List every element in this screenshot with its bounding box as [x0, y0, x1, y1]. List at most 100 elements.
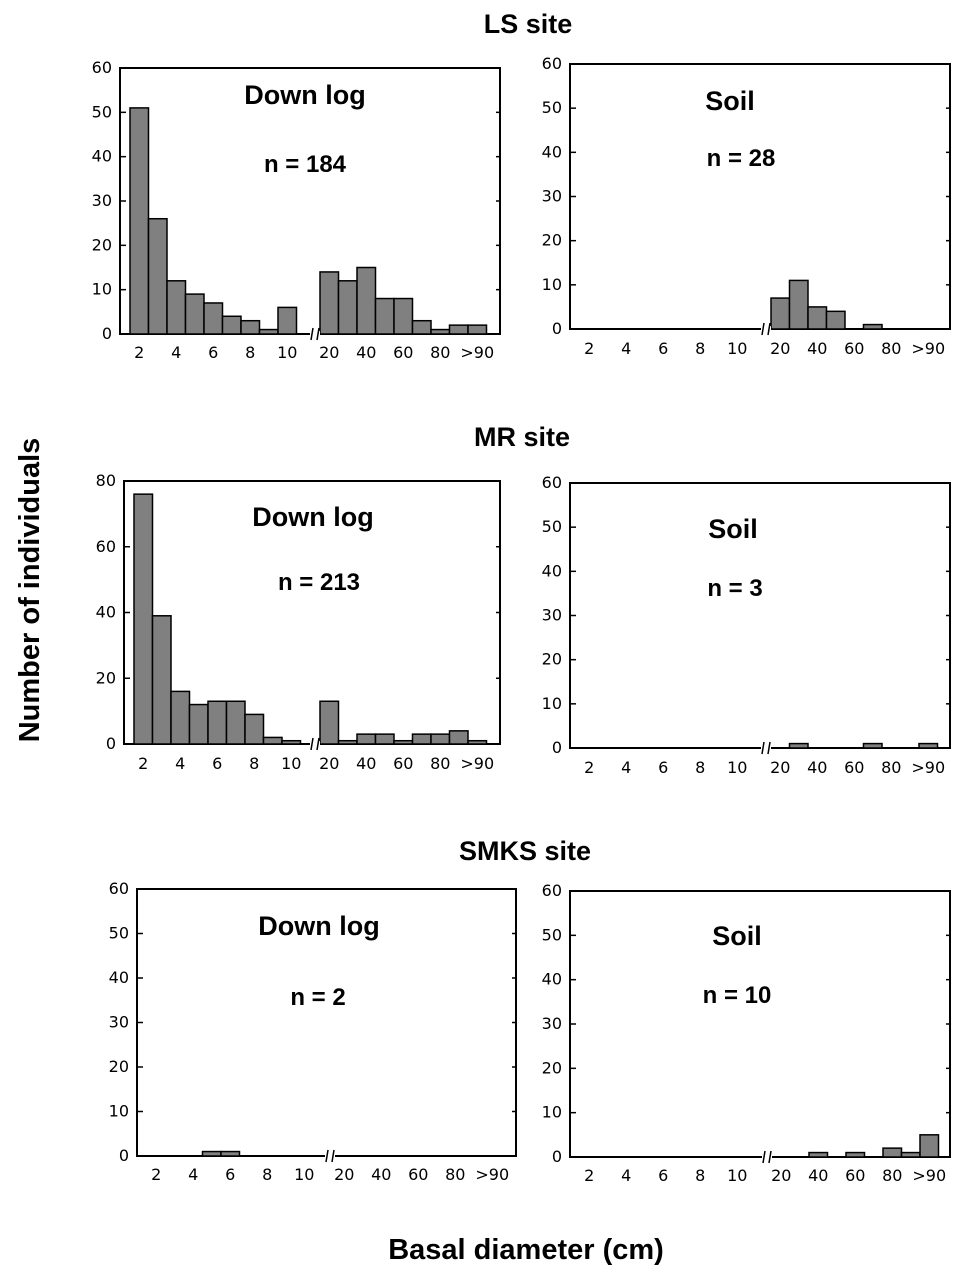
y-tick-label: 0 — [102, 324, 112, 343]
x-tick-label: 10 — [727, 1166, 747, 1185]
panel-2: 0 10 20 30 40 50 60 2 4 6 8 10 20 40 60 80 >90 Soil n = 28 — [542, 54, 951, 358]
panel-6: 0 10 20 30 40 50 60 2 4 6 8 10 20 40 60 80 >90 Soil n = 10 — [542, 881, 951, 1185]
histogram-bar-right-0 — [770, 297, 791, 330]
histogram-bar-left-1 — [147, 217, 168, 335]
x-tick-label: 2 — [584, 758, 594, 777]
histogram-bar-left-7 — [262, 736, 283, 745]
histogram-bar-left-0 — [129, 107, 150, 335]
histogram-bar-right-0 — [319, 700, 340, 745]
histogram-bar-left-0 — [133, 493, 154, 745]
x-tick-label: >90 — [460, 343, 494, 362]
x-tick-label: 10 — [281, 754, 301, 773]
x-tick-label: 10 — [727, 758, 747, 777]
x-tick-label: 60 — [393, 754, 413, 773]
y-tick-label: 20 — [542, 1058, 562, 1077]
y-tick-label: 10 — [542, 275, 562, 294]
histogram-bar-right-5 — [411, 733, 432, 745]
y-tick-label: 60 — [96, 537, 116, 556]
x-tick-label: 20 — [334, 1165, 354, 1184]
x-tick-label: 2 — [134, 343, 144, 362]
y-tick-label: 30 — [542, 187, 562, 206]
y-tick-label: 50 — [92, 102, 112, 121]
x-tick-label: 80 — [430, 754, 450, 773]
histogram-bar-left-3 — [184, 293, 205, 335]
axis-break-gap — [761, 326, 771, 332]
histogram-bar-left-6 — [240, 319, 261, 335]
y-tick-label: 0 — [552, 738, 562, 757]
x-tick-label: 6 — [212, 754, 222, 773]
panel-title: Down log — [244, 80, 365, 110]
histogram-bar-right-8 — [467, 324, 488, 335]
y-tick-label: 40 — [96, 603, 116, 622]
y-tick-label: 60 — [542, 473, 562, 492]
y-tick-label: 10 — [92, 280, 112, 299]
sample-size-label: n = 3 — [707, 575, 762, 602]
histogram-bar-right-5 — [411, 319, 432, 335]
y-tick-label: 60 — [542, 881, 562, 900]
histogram-bar-left-2 — [166, 280, 187, 335]
x-tick-label: 40 — [807, 339, 827, 358]
x-tick-label: 20 — [770, 339, 790, 358]
histogram-bar-right-6 — [430, 733, 451, 745]
histogram-bar-right-8 — [467, 739, 488, 745]
y-tick-label: 60 — [542, 54, 562, 73]
x-tick-label: 80 — [445, 1165, 465, 1184]
panel-5: 0 10 20 30 40 50 60 2 4 6 8 10 20 40 60 80 >90 Down log n … — [109, 879, 517, 1184]
axis-break-mark — [316, 327, 320, 341]
x-tick-label: 8 — [245, 343, 255, 362]
y-tick-label: 20 — [109, 1057, 129, 1076]
histogram-bar-right-3 — [825, 310, 846, 330]
histogram-bar-left-4 — [207, 700, 228, 745]
y-tick-label: 40 — [92, 147, 112, 166]
y-tick-label: 40 — [542, 561, 562, 580]
x-tick-label: 8 — [249, 754, 259, 773]
y-tick-label: 20 — [92, 235, 112, 254]
x-tick-label: 6 — [658, 758, 668, 777]
histogram-bar-right-8 — [918, 742, 939, 749]
y-tick-label: 10 — [109, 1102, 129, 1121]
histogram-bar-right-1 — [337, 280, 358, 335]
histogram-bar-right-4 — [845, 1151, 866, 1158]
histogram-bar-left-5 — [225, 700, 246, 745]
axis-break-mark — [767, 741, 771, 755]
x-tick-label: 2 — [138, 754, 148, 773]
panel-title: Down log — [252, 502, 373, 532]
panel-title: Down log — [258, 911, 379, 941]
axis-break-mark — [316, 737, 320, 751]
axis-break-mark — [768, 1150, 772, 1164]
y-tick-label: 0 — [119, 1146, 129, 1165]
x-tick-label: 10 — [277, 343, 297, 362]
axis-break-mark — [310, 327, 314, 341]
axis-break-gap — [762, 1154, 772, 1160]
histogram-bar-right-1 — [788, 742, 809, 749]
histogram-bar-right-6 — [430, 328, 451, 335]
x-tick-label: 60 — [845, 1166, 865, 1185]
x-tick-label: 4 — [621, 758, 631, 777]
x-tick-label: 80 — [882, 1166, 902, 1185]
x-tick-label: >90 — [911, 339, 945, 358]
sample-size-label: n = 184 — [264, 151, 347, 178]
axis-break-gap — [325, 1153, 335, 1159]
histogram-bar-right-8 — [919, 1134, 940, 1158]
axis-break-mark — [331, 1149, 335, 1163]
x-tick-label: 20 — [770, 758, 790, 777]
x-tick-label: 80 — [430, 343, 450, 362]
histogram-bar-left-3 — [188, 703, 209, 745]
histogram-bar-right-2 — [356, 266, 377, 335]
x-tick-label: 6 — [658, 1166, 668, 1185]
y-tick-label: 40 — [542, 142, 562, 161]
histogram-bar-right-1 — [337, 739, 358, 745]
y-tick-label: 20 — [542, 650, 562, 669]
y-tick-label: 10 — [542, 1103, 562, 1122]
y-tick-label: 20 — [96, 668, 116, 687]
y-tick-label: 0 — [552, 1147, 562, 1166]
histogram-bar-left-5 — [221, 315, 242, 335]
x-tick-label: 8 — [695, 339, 705, 358]
x-tick-label: 2 — [584, 339, 594, 358]
y-tick-label: 20 — [542, 231, 562, 250]
histogram-bar-left-6 — [244, 713, 265, 745]
sample-size-label: n = 213 — [278, 569, 360, 596]
histogram-bar-right-4 — [393, 297, 414, 335]
